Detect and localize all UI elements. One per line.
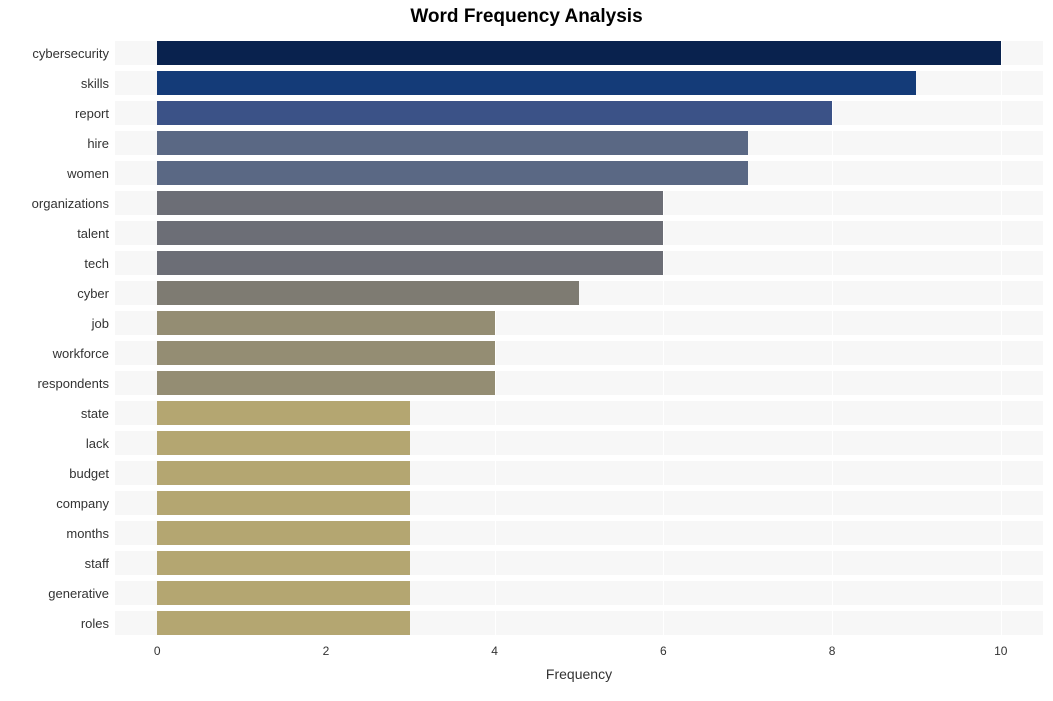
y-tick-label: skills — [81, 76, 109, 91]
bar — [157, 611, 410, 635]
y-tick-label: cyber — [77, 286, 109, 301]
x-tick-label: 4 — [491, 644, 498, 658]
y-tick-label: job — [92, 316, 109, 331]
y-tick-label: hire — [87, 136, 109, 151]
bar — [157, 521, 410, 545]
grid-line — [326, 38, 327, 638]
grid-line — [157, 38, 158, 638]
y-tick-label: company — [56, 496, 109, 511]
plot-area — [115, 38, 1043, 638]
x-tick-label: 8 — [829, 644, 836, 658]
bar — [157, 341, 494, 365]
y-tick-label: lack — [86, 436, 109, 451]
bar — [157, 251, 663, 275]
bar — [157, 371, 494, 395]
row-gap — [115, 635, 1043, 641]
bar — [157, 461, 410, 485]
y-tick-label: cybersecurity — [32, 46, 109, 61]
grid-line — [663, 38, 664, 638]
x-axis-label: Frequency — [115, 666, 1043, 682]
x-tick-label: 10 — [994, 644, 1007, 658]
y-tick-label: workforce — [53, 346, 109, 361]
x-tick-label: 2 — [323, 644, 330, 658]
bar — [157, 581, 410, 605]
x-tick-label: 0 — [154, 644, 161, 658]
y-tick-label: tech — [84, 256, 109, 271]
y-tick-label: budget — [69, 466, 109, 481]
bar — [157, 311, 494, 335]
bar — [157, 131, 748, 155]
y-tick-label: report — [75, 106, 109, 121]
grid-line — [832, 38, 833, 638]
y-tick-label: women — [67, 166, 109, 181]
y-tick-label: months — [66, 526, 109, 541]
bar — [157, 71, 916, 95]
bar — [157, 41, 1001, 65]
chart-title: Word Frequency Analysis — [0, 6, 1053, 28]
bar — [157, 191, 663, 215]
y-tick-label: respondents — [37, 376, 109, 391]
grid-line — [1001, 38, 1002, 638]
bar — [157, 401, 410, 425]
grid-line — [495, 38, 496, 638]
chart-container: Word Frequency Analysis Frequency cybers… — [0, 0, 1053, 701]
bar — [157, 491, 410, 515]
bar — [157, 221, 663, 245]
y-tick-label: roles — [81, 616, 109, 631]
y-tick-label: staff — [85, 556, 109, 571]
bar — [157, 101, 832, 125]
y-tick-label: generative — [48, 586, 109, 601]
y-tick-label: organizations — [32, 196, 109, 211]
bar — [157, 551, 410, 575]
bar — [157, 161, 748, 185]
y-tick-label: talent — [77, 226, 109, 241]
x-tick-label: 6 — [660, 644, 667, 658]
y-tick-label: state — [81, 406, 109, 421]
bar — [157, 431, 410, 455]
bar — [157, 281, 579, 305]
